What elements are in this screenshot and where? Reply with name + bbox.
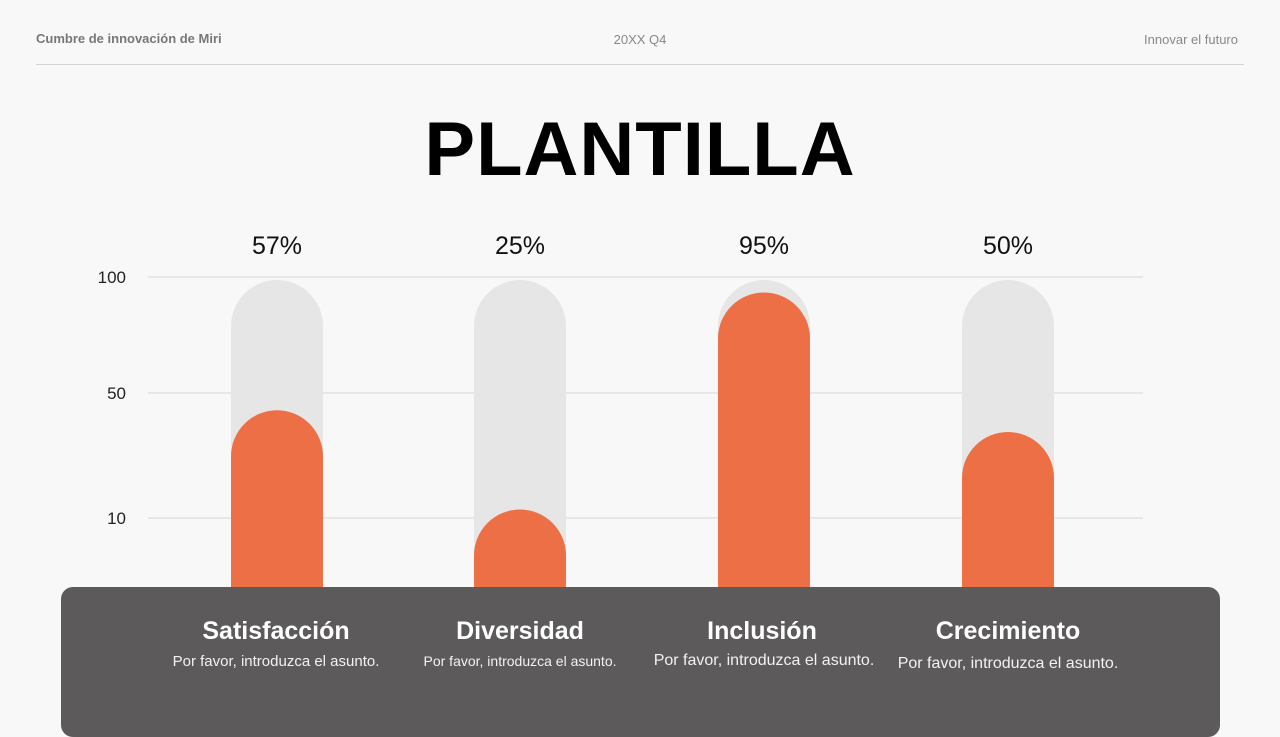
y-tick-label-10: 10 [107,509,126,528]
category-panel [61,587,1220,737]
bar-satisfaccion [231,410,323,587]
category-desc-diversidad: Por favor, introduzca el asunto. [423,653,617,669]
y-tick-label-50: 50 [107,384,126,403]
slide-title: PLANTILLA [424,107,856,192]
bar-inclusion [718,292,810,587]
value-label-satisfaccion: 57% [252,232,302,260]
category-label-inclusion: Inclusión [707,617,817,645]
category-label-diversidad: Diversidad [456,617,584,645]
value-label-inclusion: 95% [739,232,789,260]
bar-track-diversidad [474,280,566,587]
category-label-satisfaccion: Satisfacción [202,617,350,645]
header-tagline: Innovar el futuro [1144,32,1238,47]
bar-crecimiento [962,432,1054,587]
bar-chart: 100 50 10 57% 25% 95% 50% [98,232,1143,587]
value-label-crecimiento: 50% [983,232,1033,260]
y-tick-label-100: 100 [98,268,126,287]
bar-diversidad [474,509,566,587]
header-event-name: Cumbre de innovación de Miri [36,31,222,46]
category-desc-inclusion: Por favor, introduzca el asunto. [653,652,875,669]
category-desc-crecimiento: Por favor, introduzca el asunto. [897,655,1119,672]
category-desc-satisfaccion: Por favor, introduzca el asunto. [172,653,380,670]
value-label-diversidad: 25% [495,232,545,260]
category-label-crecimiento: Crecimiento [935,617,1081,645]
header-divider [36,64,1244,65]
header-period: 20XX Q4 [613,32,667,47]
